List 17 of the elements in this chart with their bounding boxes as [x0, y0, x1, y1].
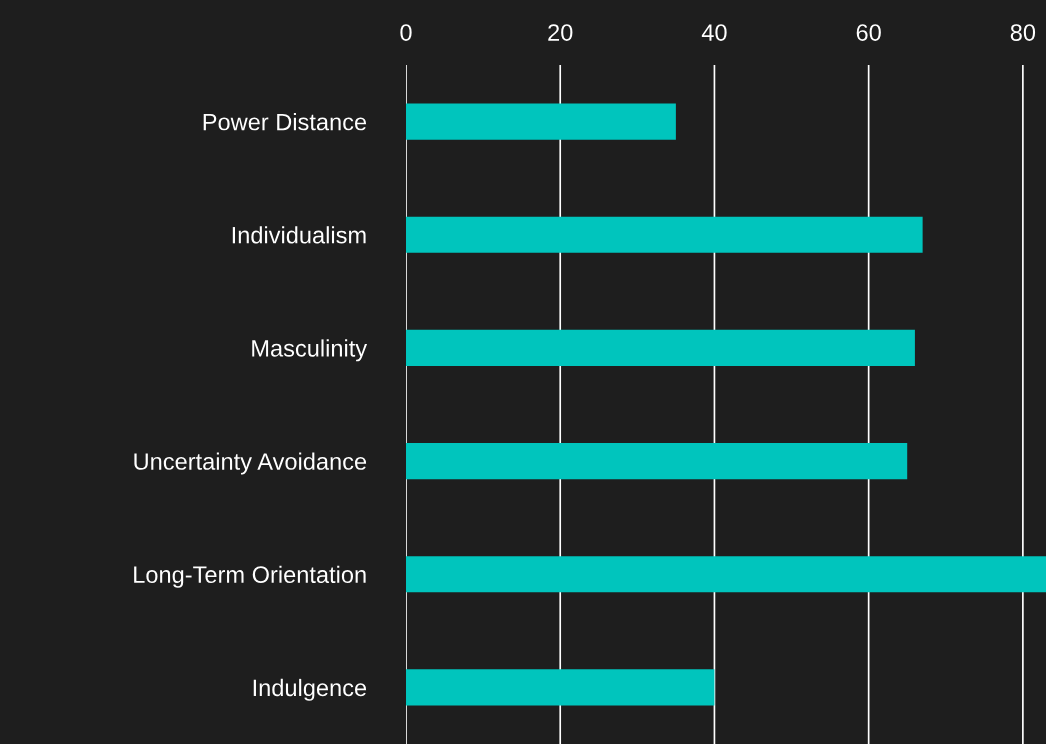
- y-tick-label: Individualism: [232, 226, 366, 244]
- bar: [406, 103, 676, 140]
- bar: [406, 669, 715, 706]
- y-tick-label: Uncertainty Avoidance: [134, 452, 367, 475]
- bar: [406, 329, 915, 367]
- y-tick-label: Long-Term Orientation: [134, 565, 366, 588]
- bar: [406, 442, 908, 480]
- y-tick-label: Indulgence: [253, 678, 367, 701]
- y-tick-label: Masculinity: [252, 339, 368, 362]
- x-tick-label: 20: [548, 24, 573, 41]
- x-tick-label: 0: [400, 24, 412, 41]
- bar: [406, 556, 1046, 593]
- x-tick-label: 80: [1010, 24, 1036, 41]
- x-tick-label: 40: [701, 24, 727, 41]
- bar: [406, 216, 923, 253]
- y-tick-label: Power Distance: [203, 113, 367, 131]
- x-tick-label: 60: [856, 24, 881, 41]
